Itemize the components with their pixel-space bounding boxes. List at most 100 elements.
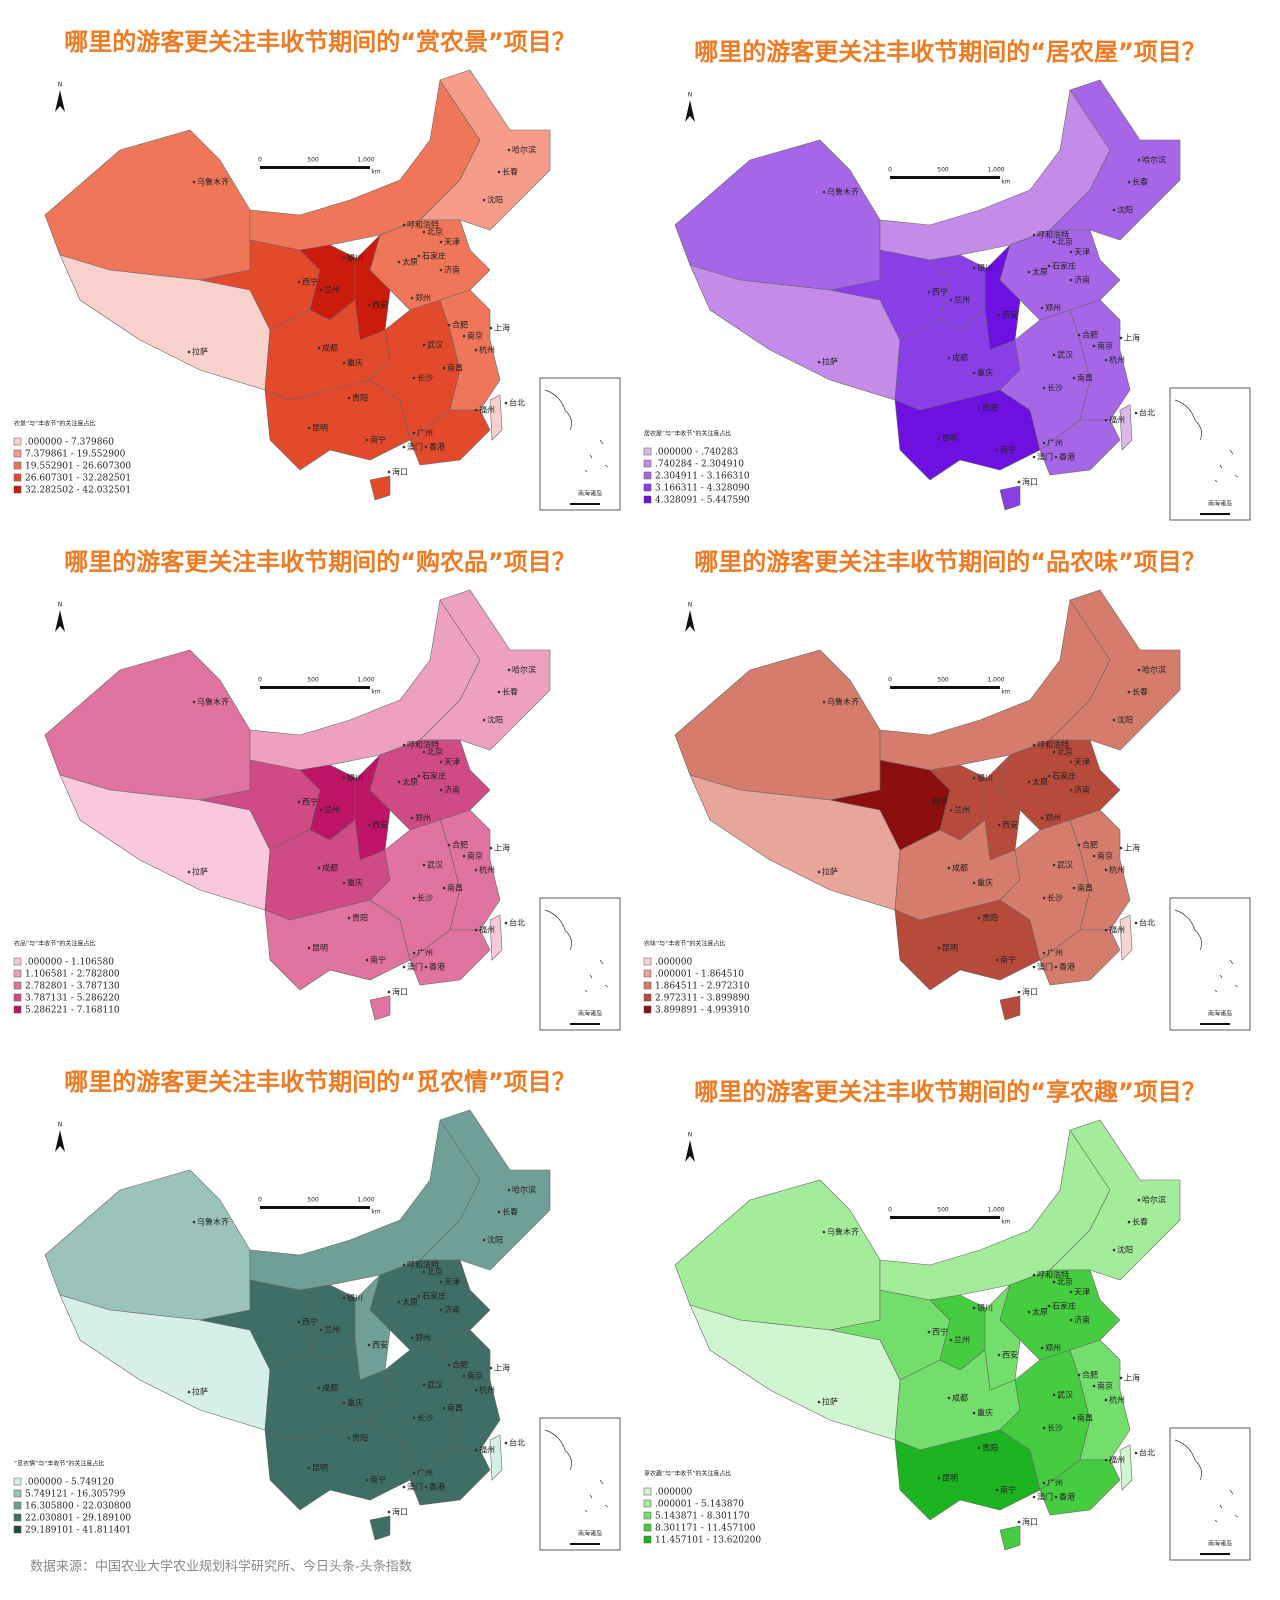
city-dot [817,870,821,874]
city-label: 沈阳 [1117,1245,1133,1255]
city-label: 南宁 [1000,1485,1016,1495]
legend-swatch [643,1523,652,1532]
city-label: 澳门 [1037,452,1053,462]
city-label: 北京 [1057,1277,1073,1287]
city-dot [424,1485,428,1489]
scale-label: 0 [258,677,262,684]
city-dot [1042,386,1046,390]
city-dot [1052,1280,1056,1284]
city-label: 福州 [479,1446,495,1455]
city-dot [439,268,443,272]
city-label: 沈阳 [487,715,503,725]
city-label: 武汉 [1057,350,1073,360]
city-label: 乌鲁木齐 [197,177,229,187]
city-dot [1112,1248,1116,1252]
city-dot [187,870,191,874]
city-dot [1134,1451,1138,1455]
panel-title: 哪里的游客更关注丰收节期间的“品农味”项目？ [694,548,1206,576]
city-dot [297,800,301,804]
city-label: 北京 [1057,237,1073,247]
city-label: 合肥 [452,1360,468,1370]
legend-label: 2.782801 - 3.787130 [25,982,120,992]
city-dot [1104,1458,1108,1462]
city-dot [1119,336,1123,340]
city-label: 郑州 [415,1333,431,1343]
scale-label: 500 [307,157,319,164]
city-label: 长沙 [417,1413,433,1423]
region [44,649,251,801]
region [409,929,491,986]
region [409,1449,491,1506]
city-label: 杭州 [1109,1395,1125,1405]
legend-swatch [13,1513,22,1522]
city-label: 澳门 [1037,962,1053,972]
city-dot [822,190,826,194]
city-label: 合肥 [452,840,468,850]
city-dot [1032,233,1036,237]
city-label: 乌鲁木齐 [827,1227,859,1237]
city-dot [1104,1398,1108,1402]
inset-coast [544,389,609,473]
city-label: 武汉 [1057,860,1073,870]
scale-label: 500 [937,677,949,684]
legend-swatch [13,461,22,470]
city-label: 广州 [417,428,433,438]
city-dot [397,1300,401,1304]
legend-label: 1.106581 - 2.782800 [25,970,120,980]
city-dot [1017,1520,1021,1524]
city-dot [1072,1416,1076,1420]
city-dot [297,1320,301,1324]
city-dot [1027,270,1031,274]
region [1049,79,1181,241]
city-label: 兰州 [954,1335,970,1345]
city-label: 银川 [977,1303,993,1313]
region [1049,1119,1181,1281]
city-dot [1104,868,1108,872]
region [369,995,391,1021]
city-dot [997,313,1001,317]
city-dot [1017,480,1021,484]
city-dot [342,1401,346,1405]
city-dot [1104,928,1108,932]
city-dot [1069,250,1073,254]
city-label: 南昌 [1077,1413,1093,1423]
city-dot [947,866,951,870]
city-dot [1137,1198,1141,1202]
city-dot [307,946,311,950]
city-dot [1112,718,1116,722]
city-dot [297,280,301,284]
city-label: 天津 [1074,247,1090,257]
legend-label: 2.304911 - 3.166310 [655,472,750,482]
north-label: N [688,92,693,99]
city-label: 南宁 [370,435,386,445]
region [1049,589,1181,751]
city-label: 广州 [1047,438,1063,448]
city-dot [947,356,951,360]
city-dot [402,1485,406,1489]
map-panel: 哪里的游客更关注丰收节期间的“购农品”项目？ N 0 500 1,000 km 乌鲁木齐 哈尔… [13,548,621,1031]
city-label: 沈阳 [487,1235,503,1245]
city-label: 银川 [977,773,993,783]
city-label: 长春 [502,687,518,697]
city-dot [1047,264,1051,268]
city-label: 南宁 [1000,955,1016,965]
city-dot [1092,1384,1096,1388]
city-label: 香港 [1059,962,1075,972]
city-label: 武汉 [427,1380,443,1390]
city-label: 武汉 [427,340,443,350]
city-dot [997,823,1001,827]
city-dot [319,288,323,292]
city-dot [1052,750,1056,754]
legend-swatch [643,1499,652,1508]
city-label: 武汉 [427,860,443,870]
city-dot [489,326,493,330]
scale-label: km [371,689,380,696]
legend-label: .000001 - 5.143870 [655,1500,744,1510]
city-label: 沈阳 [1117,205,1133,215]
city-dot [342,881,346,885]
city-label: 南宁 [370,1475,386,1485]
city-label: 天津 [444,237,460,247]
scale-label: 0 [888,167,892,174]
region [409,409,491,466]
city-label: 杭州 [479,345,495,355]
